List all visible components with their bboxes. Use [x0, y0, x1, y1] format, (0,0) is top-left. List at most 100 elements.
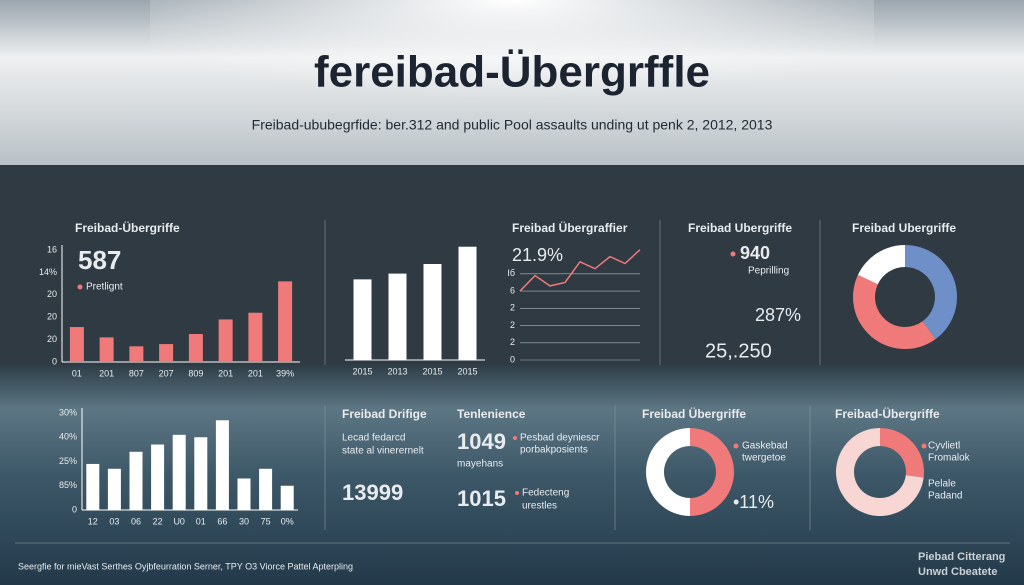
x-tick-label: 2015 [352, 366, 372, 376]
x-tick-label: 22 [153, 516, 163, 526]
bar [237, 478, 251, 510]
panel-text: 1049 [457, 429, 506, 454]
x-tick-label: 2013 [387, 366, 407, 376]
legend-dot [733, 443, 739, 449]
annotation: Padand [928, 491, 962, 502]
bar [278, 281, 293, 362]
y-tick-label: 2 [510, 320, 515, 330]
chart-title: Freibad Ubergriffe [852, 221, 956, 235]
bar [353, 279, 372, 360]
legend-dot [921, 443, 927, 449]
bar [423, 264, 442, 360]
bar [151, 444, 165, 510]
marker-dot [730, 251, 736, 257]
x-tick-label: 03 [109, 516, 119, 526]
x-tick-label: 201 [218, 368, 233, 378]
upper-band [0, 165, 1024, 365]
y-tick-label: 2 [510, 303, 515, 313]
bar [458, 246, 477, 360]
bar [188, 334, 203, 362]
x-tick-label: 201 [248, 368, 263, 378]
bar [259, 468, 273, 510]
chart-title: Freibad-Übergriffe [75, 220, 180, 235]
x-tick-label: 201 [99, 368, 114, 378]
annotation: 587 [78, 245, 121, 275]
x-tick-label: 30 [239, 516, 249, 526]
bar [129, 346, 144, 362]
panel-text: 13999 [342, 480, 403, 505]
marker-dot [515, 491, 519, 495]
x-tick-label: 809 [188, 368, 203, 378]
panel-text: mayehans [457, 459, 503, 470]
x-tick-label: 06 [131, 516, 141, 526]
bar [194, 437, 208, 510]
donut-segment [836, 428, 924, 517]
donut-segment [690, 428, 734, 516]
header-glow [150, 0, 874, 165]
x-tick-label: 12 [88, 516, 98, 526]
bar [99, 337, 114, 362]
y-tick-label: 14% [39, 267, 57, 277]
panel-text: porbakposients [520, 445, 588, 456]
x-tick-label: 207 [159, 368, 174, 378]
bar [86, 463, 100, 510]
panel-title: Freibad Ubergriffe [688, 221, 792, 235]
panel-text: 1015 [457, 486, 506, 511]
panel-text: 940 [740, 243, 770, 263]
bar [159, 344, 174, 362]
y-tick-label: 30% [59, 407, 77, 417]
annotation: Pretlignt [86, 282, 123, 293]
y-tick-label: 20 [47, 289, 57, 299]
x-tick-label: 807 [129, 368, 144, 378]
annotation: Fromalok [928, 453, 971, 464]
annotation: Gaskebad [742, 441, 788, 452]
bar [280, 485, 294, 510]
y-tick-label: 20 [47, 312, 57, 322]
bar [172, 434, 186, 510]
annotation: Pelale [928, 479, 956, 490]
y-tick-label: 40% [59, 432, 77, 442]
panel-text: Fedecteng [522, 488, 569, 499]
panel-title: Tenlenience [457, 407, 526, 421]
bar [388, 273, 407, 360]
x-tick-label: U0 [173, 516, 185, 526]
x-tick-label: 39% [276, 368, 294, 378]
panel-text: 287% [755, 305, 801, 325]
donut-segment [853, 274, 936, 350]
donut-segment [857, 245, 905, 285]
marker-dot [513, 436, 517, 440]
y-tick-label: 0 [510, 354, 515, 364]
x-tick-label: 2015 [422, 366, 442, 376]
donut-segment [646, 428, 690, 516]
x-tick-label: 01 [72, 368, 82, 378]
bar [107, 468, 121, 510]
chart-title: Freibad Übergriffe [642, 406, 746, 421]
y-tick-label: 0 [52, 356, 57, 366]
annotation: •11% [733, 492, 774, 512]
footer-right: Unwd Cbeatete [918, 566, 997, 578]
bar [248, 312, 263, 362]
panel-text: state al vinerernelt [342, 446, 424, 457]
y-tick-label: 2 [510, 337, 515, 347]
donut-segment [880, 428, 924, 478]
annotation: twergetoe [742, 453, 786, 464]
x-tick-label: 0% [281, 516, 294, 526]
chart-title: Freibad Übergraffier [512, 220, 628, 235]
chart-title: Freibad-Übergriffe [835, 406, 940, 421]
y-tick-label: 0 [72, 504, 77, 514]
dividers [15, 220, 1010, 544]
panel-title: Freibad Drifige [342, 407, 427, 421]
x-tick-label: 2015 [457, 366, 477, 376]
y-tick-label: 20 [47, 334, 57, 344]
x-tick-label: 01 [196, 516, 206, 526]
legend-dot [77, 284, 83, 290]
panel-text: Pesbad deyniescr [520, 433, 600, 444]
line [519, 249, 641, 292]
y-tick-label: 85% [59, 480, 77, 490]
footer-left: Seergfie for mieVast Serthes Oyjbfeurrat… [18, 561, 353, 571]
y-tick-label: 6 [510, 285, 515, 295]
bar [218, 319, 233, 362]
panel-text: Peprilling [748, 266, 789, 277]
x-tick-label: 75 [261, 516, 271, 526]
